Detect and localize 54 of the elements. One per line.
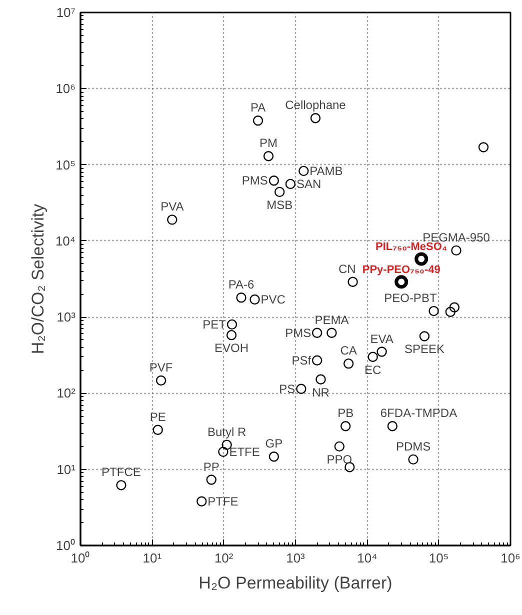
annotation: 6FDA-TMPDA [380, 406, 458, 420]
annotation: PAMB [310, 164, 343, 178]
y-tick-label: 10⁰ [56, 538, 76, 553]
annotation: PEMA [314, 312, 349, 327]
annotation: PP [203, 460, 220, 474]
x-tick-label: 10² [214, 550, 234, 566]
y-tick-label: 10⁷ [56, 5, 76, 20]
y-axis-title: H₂O/CO₂ Selectivity [28, 203, 48, 354]
series-label: PPy-PEO₇₅₀-49 [362, 264, 440, 276]
annotation: PMS [285, 326, 312, 340]
y-tick-label: 10⁵ [56, 157, 76, 172]
y-tick-label: 10⁶ [56, 81, 76, 96]
annotation: EVA [370, 332, 394, 346]
x-axis-title: H₂O Permeability (Barrer) [198, 574, 392, 592]
annotation: PE [150, 410, 166, 424]
annotation: Cellophane [285, 98, 346, 112]
annotation: PTFCE [102, 465, 141, 480]
annotation: PPO [326, 452, 352, 466]
x-tick-label: 10¹ [142, 550, 162, 566]
annotation: PEO-PBT [384, 291, 438, 306]
annotation: PS [279, 382, 296, 396]
annotation: PET [202, 317, 227, 332]
annotation: CN [338, 262, 356, 276]
y-tick-label: 10² [56, 386, 76, 401]
annotation: PA-6 [228, 278, 254, 292]
annotation: GP [265, 436, 283, 451]
y-tick-label: 10³ [56, 310, 76, 325]
annotation: PVC [260, 292, 286, 307]
annotation: CA [340, 344, 357, 358]
annotation: EC [364, 362, 382, 377]
annotation: PA [250, 100, 266, 115]
x-tick-label: 10³ [286, 550, 306, 566]
y-tick-label: 10⁴ [55, 233, 76, 248]
annotation: PSf [292, 353, 312, 368]
annotation: EVOH [214, 341, 249, 356]
annotation: SPEEK [404, 342, 444, 356]
annotation: SAN [296, 176, 322, 191]
annotation: PMS [242, 174, 268, 188]
series-label: PIL₇₅₀-MeSO₄ [376, 240, 448, 253]
x-tick-label: 10⁶ [500, 550, 520, 566]
annotation: PVA [160, 200, 184, 214]
annotation: PM [260, 136, 278, 150]
annotation: PDMS [396, 439, 431, 454]
annotation: PVF [149, 360, 173, 374]
annotation: PB [338, 406, 354, 420]
x-tick-label: 10⁰ [70, 550, 90, 566]
annotation: ETFE [229, 444, 260, 459]
annotation: PTFE [208, 494, 238, 508]
x-tick-label: 10⁵ [428, 550, 449, 566]
annotation: Butyl R [207, 424, 246, 439]
y-tick-label: 10¹ [56, 462, 76, 477]
x-tick-label: 10⁴ [357, 550, 378, 566]
annotation: NR [312, 385, 330, 400]
annotation: MSB [266, 198, 293, 212]
